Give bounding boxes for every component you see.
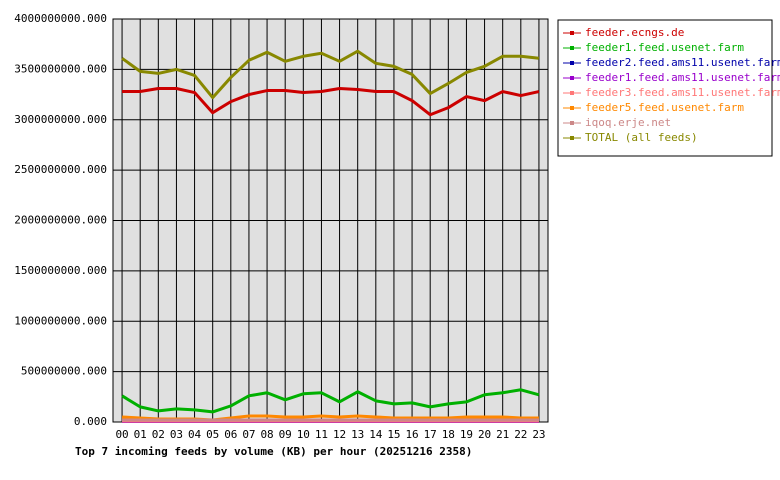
series-line [121, 49, 540, 100]
x-tick-label: 19 [460, 428, 473, 441]
x-tick-label: 07 [242, 428, 255, 441]
legend-marker [570, 106, 574, 110]
x-tick-label: 16 [405, 428, 418, 441]
y-tick-label: 3000000000.000 [14, 113, 107, 126]
x-tick-label: 02 [152, 428, 165, 441]
x-tick-label: 05 [206, 428, 219, 441]
legend-label: iqoq.erje.net [585, 116, 671, 129]
x-tick-label: 20 [478, 428, 491, 441]
y-tick-label: 1000000000.000 [14, 314, 107, 327]
chart-title: Top 7 incoming feeds by volume (KB) per … [75, 445, 472, 458]
y-tick-label: 2000000000.000 [14, 214, 107, 227]
x-tick-label: 17 [424, 428, 437, 441]
legend-label: feeder5.feed.usenet.farm [585, 101, 744, 114]
legend-marker [570, 121, 574, 125]
x-tick-label: 10 [297, 428, 310, 441]
x-tick-label: 01 [134, 428, 147, 441]
legend-label: feeder1.feed.ams11.usenet.farm [585, 71, 780, 84]
y-tick-label: 2500000000.000 [14, 163, 107, 176]
legend-label: feeder2.feed.ams11.usenet.farm [585, 56, 780, 69]
x-tick-label: 14 [369, 428, 383, 441]
x-tick-label: 12 [333, 428, 346, 441]
x-tick-label: 11 [315, 428, 328, 441]
x-tick-label: 03 [170, 428, 183, 441]
series-line [122, 87, 540, 117]
x-tick-label: 08 [260, 428, 273, 441]
y-tick-label: 500000000.000 [21, 365, 107, 378]
y-tick-label: 4000000000.000 [14, 12, 107, 25]
legend-label: feeder1.feed.usenet.farm [585, 41, 744, 54]
x-tick-label: 18 [442, 428, 455, 441]
x-tick-label: 21 [496, 428, 509, 441]
y-tick-label: 1500000000.000 [14, 264, 107, 277]
legend-marker [570, 91, 574, 95]
x-tick-label: 13 [351, 428, 364, 441]
x-tick-label: 04 [188, 428, 202, 441]
x-tick-label: 22 [514, 428, 527, 441]
legend-label: feeder3.feed.ams11.usenet.farm [585, 86, 780, 99]
y-tick-label: 3500000000.000 [14, 62, 107, 75]
legend-marker [570, 46, 574, 50]
x-tick-label: 23 [532, 428, 545, 441]
legend-marker [570, 76, 574, 80]
x-tick-label: 06 [224, 428, 237, 441]
x-tick-label: 00 [115, 428, 128, 441]
legend-marker [570, 61, 574, 65]
series-line [121, 388, 540, 414]
legend-box [557, 19, 773, 157]
legend-label: TOTAL (all feeds) [585, 131, 698, 144]
x-tick-label: 15 [387, 428, 400, 441]
legend-marker [570, 31, 574, 35]
x-tick-label: 09 [279, 428, 292, 441]
y-tick-label: 0.000 [74, 415, 107, 428]
legend-marker [570, 136, 574, 140]
legend-label: feeder.ecngs.de [585, 26, 684, 39]
